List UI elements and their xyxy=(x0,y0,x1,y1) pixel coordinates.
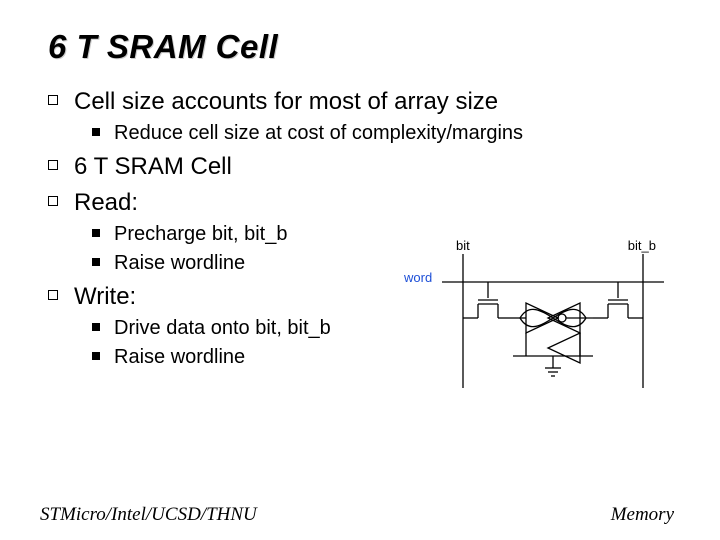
bullet-text: 6 T SRAM Cell xyxy=(74,153,680,181)
bullet-text: Cell size accounts for most of array siz… xyxy=(74,88,680,116)
square-fill-icon xyxy=(92,252,114,271)
footer: STMicro/Intel/UCSD/THNU Memory xyxy=(0,504,720,526)
square-fill-icon xyxy=(92,346,114,365)
square-fill-icon xyxy=(92,317,114,336)
square-open-icon xyxy=(48,153,74,175)
bullet-text: Read: xyxy=(74,189,680,217)
bullet-l1: Cell size accounts for most of array siz… xyxy=(48,88,680,116)
circuit-svg xyxy=(408,238,688,388)
diagram-label-word: word xyxy=(404,270,432,285)
slide: 6 T SRAM Cell Cell size accounts for mos… xyxy=(0,0,720,540)
diagram-label-bit-b: bit_b xyxy=(628,238,656,253)
bullet-text: Reduce cell size at cost of complexity/m… xyxy=(114,122,680,145)
square-open-icon xyxy=(48,189,74,211)
footer-right: Memory xyxy=(611,504,674,526)
square-open-icon xyxy=(48,88,74,110)
slide-title: 6 T SRAM Cell xyxy=(48,28,680,66)
square-fill-icon xyxy=(92,223,114,242)
footer-left: STMicro/Intel/UCSD/THNU xyxy=(40,504,257,526)
square-fill-icon xyxy=(92,122,114,141)
sram-cell-diagram: bit bit_b word xyxy=(408,238,688,388)
bullet-l1: Read: xyxy=(48,189,680,217)
bullet-l2: Reduce cell size at cost of complexity/m… xyxy=(92,122,680,145)
diagram-label-bit: bit xyxy=(456,238,470,253)
bullet-l1: 6 T SRAM Cell xyxy=(48,153,680,181)
square-open-icon xyxy=(48,283,74,305)
